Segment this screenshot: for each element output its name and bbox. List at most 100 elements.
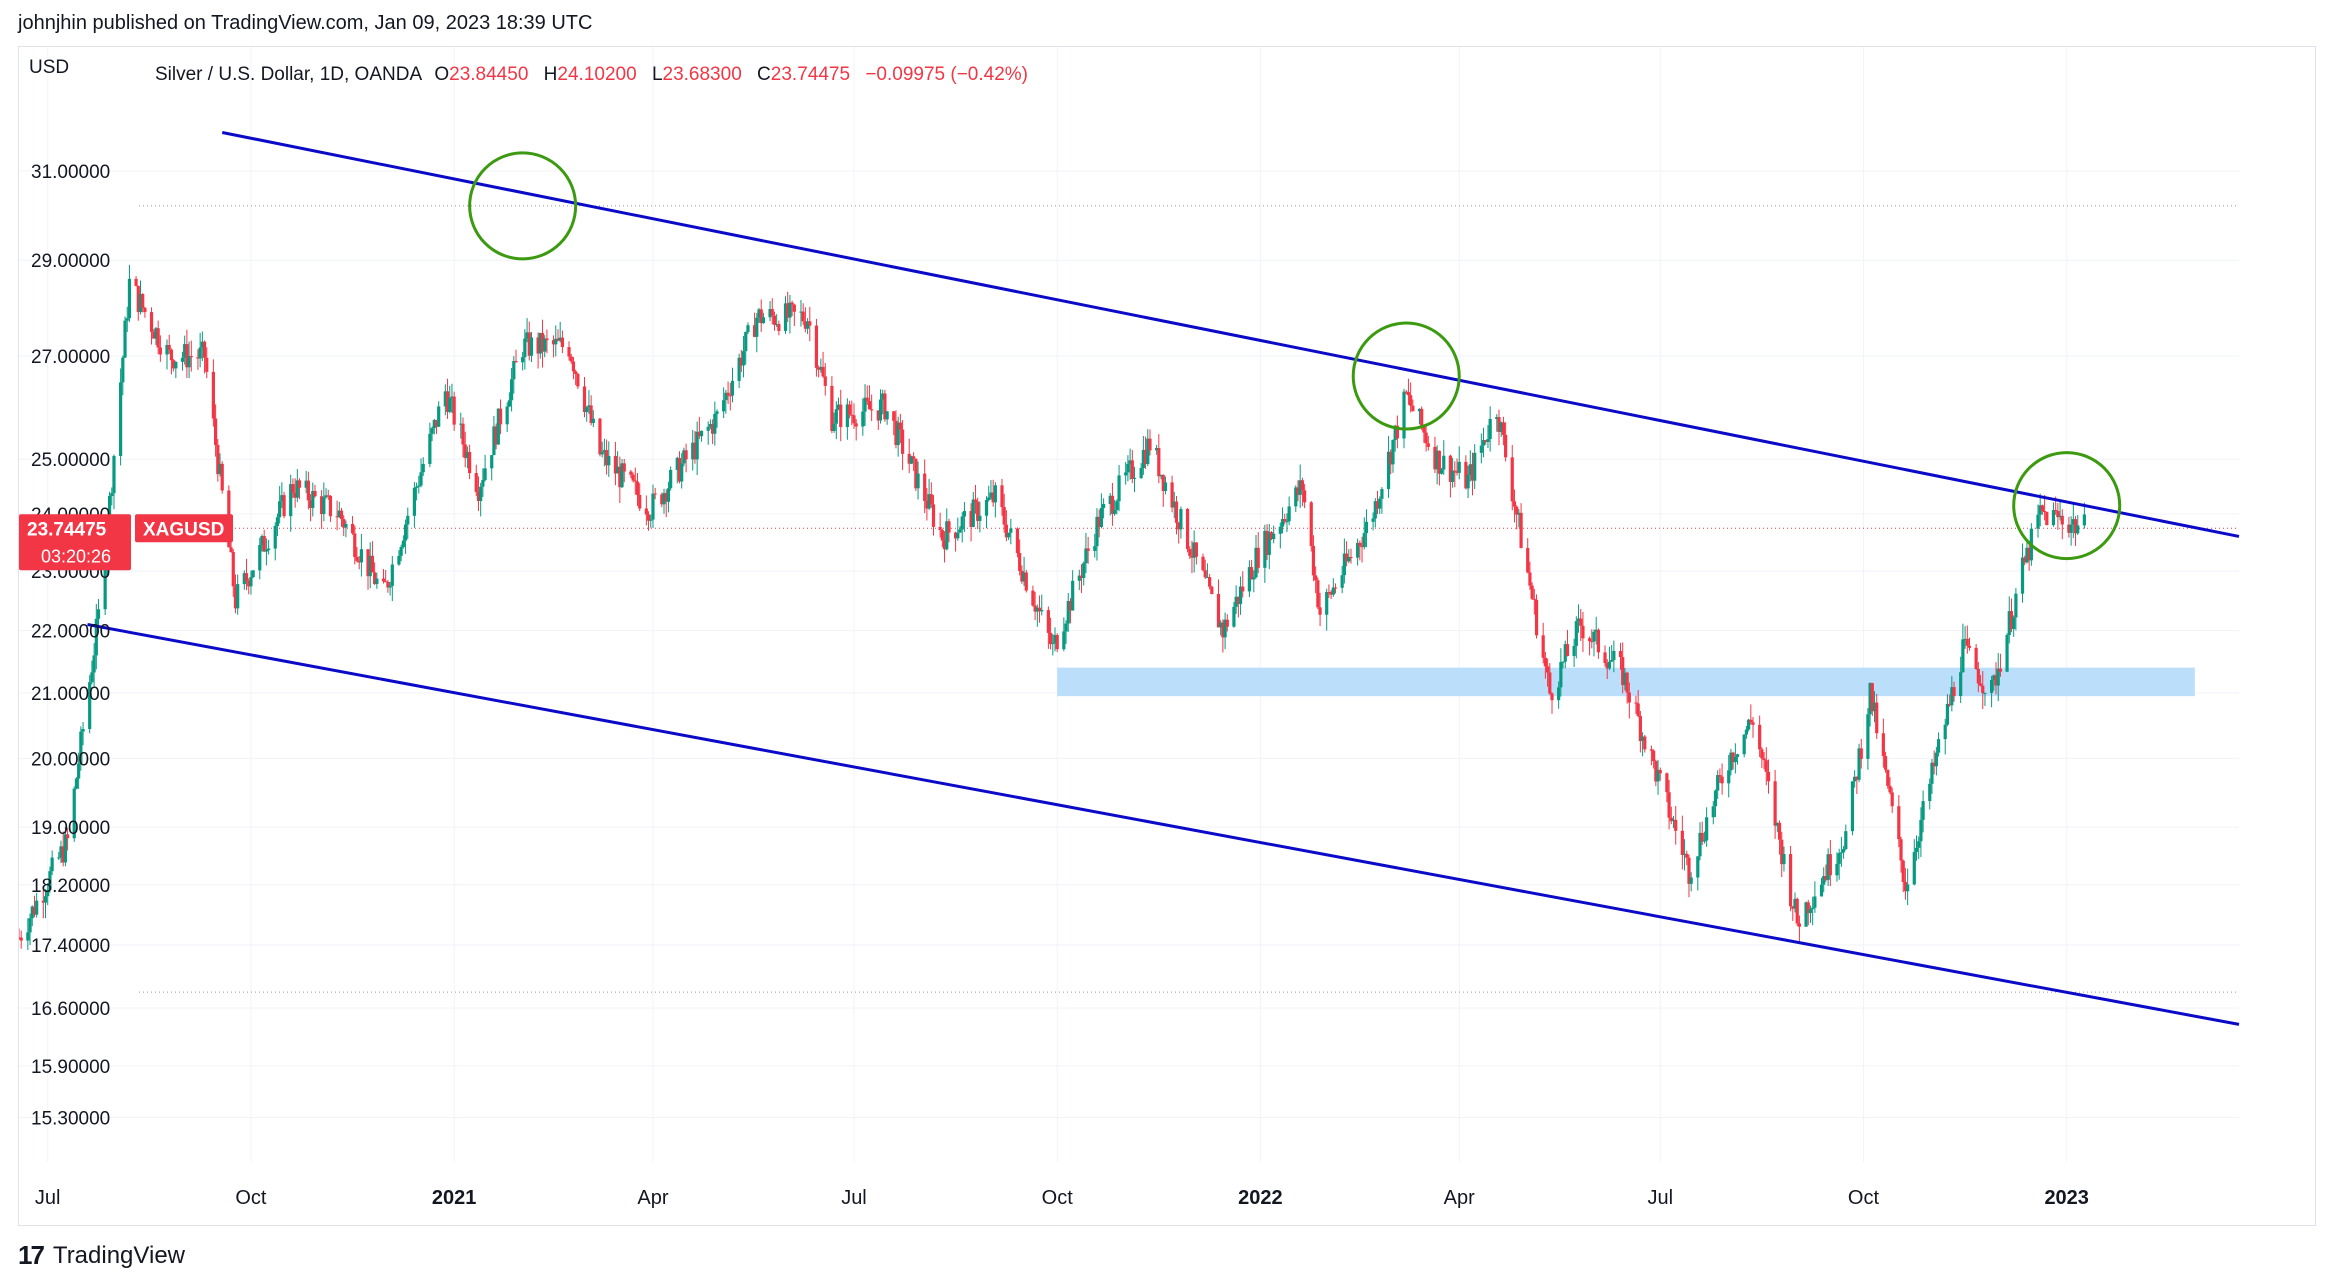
tradingview-logo[interactable]: 17 TradingView — [18, 1240, 185, 1271]
candle-body — [1883, 756, 1888, 770]
trend-channel[interactable] — [87, 130, 2240, 1026]
candle-body — [1548, 672, 1552, 694]
candle-body — [1108, 495, 1112, 504]
candle-body — [1656, 769, 1660, 782]
candle-body — [662, 493, 666, 505]
candle-body — [2012, 617, 2016, 630]
circle-markers[interactable] — [468, 151, 2122, 561]
candle-body — [1881, 733, 1885, 757]
candle-body — [1682, 853, 1687, 856]
candle-body — [123, 320, 127, 358]
candle-body — [320, 496, 324, 515]
candle-body — [295, 480, 299, 498]
candle-body — [958, 529, 962, 533]
candle-body — [1758, 724, 1762, 750]
candle-body — [1749, 719, 1753, 723]
candle-body — [1146, 438, 1150, 464]
candle-body — [1903, 882, 1908, 892]
candle-body — [1380, 489, 1384, 499]
candle-body — [1557, 687, 1561, 701]
candle-body — [569, 356, 573, 362]
candle-body — [1992, 675, 1996, 681]
candle-body — [945, 521, 949, 550]
candle-body — [1563, 644, 1567, 662]
candle-body — [1451, 470, 1455, 482]
candle-body — [1791, 906, 1795, 909]
candle-body — [752, 325, 757, 337]
candle-body — [558, 337, 562, 341]
candle-body — [103, 565, 107, 610]
resistance-touch-circle — [468, 151, 578, 261]
candle-body — [19, 937, 23, 941]
candle-body — [2076, 525, 2080, 534]
candle-body — [158, 347, 162, 355]
candle-body — [1579, 618, 1583, 626]
candle-body — [830, 385, 834, 431]
candle-body — [554, 338, 558, 345]
candle-body — [1393, 425, 1397, 441]
candle-body — [282, 495, 286, 517]
candle-body — [1009, 528, 1013, 533]
candle-body — [543, 338, 547, 352]
candle-body — [450, 396, 454, 399]
candle-body — [1978, 683, 1983, 686]
candle-body — [1824, 876, 1828, 880]
candle-body — [711, 424, 715, 434]
candle-body — [896, 422, 900, 446]
candle-body — [850, 414, 854, 416]
candle-body — [1470, 464, 1475, 481]
candle-body — [989, 492, 993, 498]
candle-body — [370, 555, 375, 573]
candle-body — [247, 580, 251, 587]
candle-body — [1837, 853, 1841, 864]
candle-body — [788, 302, 792, 318]
channel-line-lower — [87, 623, 2240, 1026]
candle-body — [1442, 455, 1446, 470]
price-chart[interactable]: 31.0000029.0000027.0000025.0000024.00000… — [19, 47, 2315, 1225]
candle-body — [768, 309, 772, 318]
candle-body — [635, 481, 640, 495]
candle-body — [94, 618, 98, 656]
candle-body — [1943, 724, 1947, 740]
candle-body — [1654, 761, 1658, 782]
candle-body — [1099, 508, 1103, 527]
candle-body — [1371, 518, 1375, 522]
candle-body — [1095, 516, 1099, 547]
candle-body — [514, 360, 518, 363]
candle-body — [1974, 647, 1978, 669]
candle-body — [1071, 580, 1075, 611]
candle-body — [242, 573, 246, 585]
candle-body — [770, 309, 774, 316]
candle-body — [1340, 575, 1344, 588]
candle-body — [1139, 468, 1143, 479]
candle-body — [1499, 422, 1503, 432]
last-price-tag[interactable]: 23.74475 03:20:26 XAGUSD — [19, 514, 233, 571]
candle-body — [1309, 502, 1313, 546]
candle-body — [1364, 521, 1369, 534]
candle-body — [1510, 457, 1514, 502]
candle-body — [1928, 783, 1932, 802]
candle-body — [551, 340, 556, 345]
candle-body — [28, 918, 32, 933]
candle-body — [112, 455, 116, 494]
candle-body — [538, 332, 542, 354]
candle-body — [1587, 638, 1592, 642]
candle-body — [267, 548, 271, 551]
candle-body — [459, 423, 463, 425]
candle-body — [57, 857, 61, 859]
candle-body — [861, 411, 865, 427]
candle-body — [1534, 599, 1539, 636]
chart-frame[interactable]: 31.0000029.0000027.0000025.0000024.00000… — [18, 46, 2316, 1226]
candle-body — [1512, 501, 1517, 507]
candle-body — [63, 834, 67, 863]
candle-body — [993, 485, 997, 503]
candle-body — [368, 555, 372, 577]
candle-body — [96, 609, 101, 619]
candle-body — [1729, 752, 1733, 771]
candle-body — [110, 493, 114, 496]
candle-body — [821, 366, 825, 377]
candle-body — [1170, 482, 1174, 508]
candle-body — [79, 731, 83, 764]
candle-body — [189, 356, 193, 358]
x-tick-label: Jul — [35, 1187, 61, 1209]
